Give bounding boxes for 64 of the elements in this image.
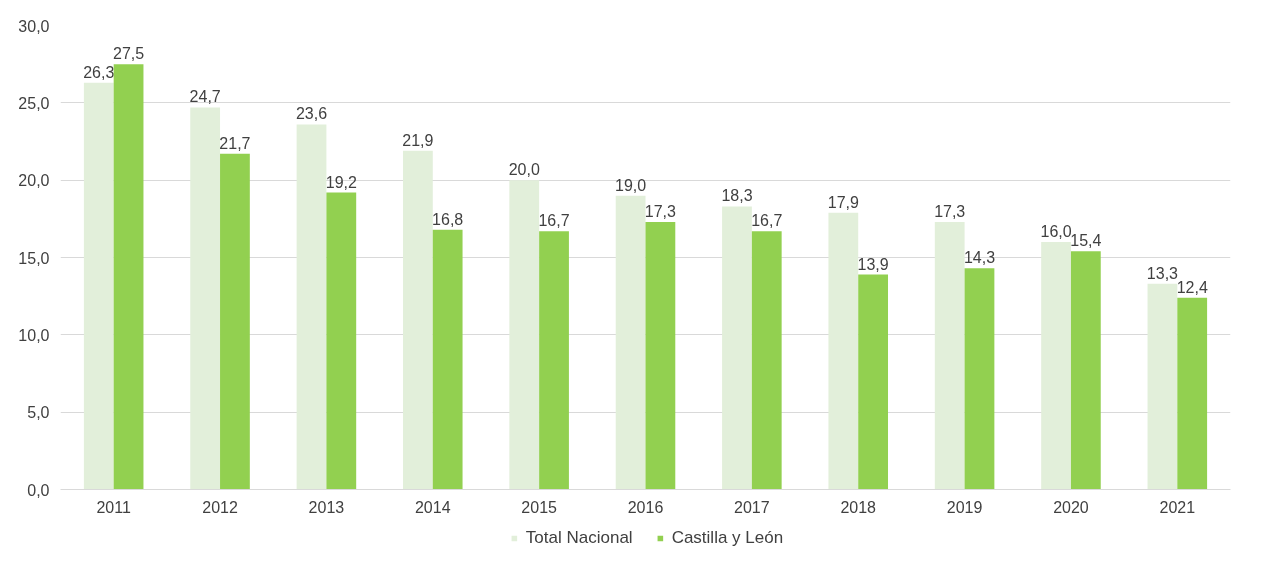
legend-label: Castilla y León [671, 527, 784, 548]
y-tick-label: 0,0 [27, 481, 50, 499]
bar [113, 64, 144, 490]
y-tick-label: 10,0 [18, 326, 50, 344]
data-label: 12,4 [1176, 278, 1208, 296]
bar [1177, 297, 1208, 490]
x-tick-label: 2018 [840, 498, 877, 516]
bar [539, 231, 569, 490]
data-label: 17,3 [644, 202, 677, 220]
data-label: 16,7 [538, 212, 570, 230]
bar [509, 180, 540, 490]
bar [190, 107, 221, 490]
data-label: 16,7 [751, 212, 783, 230]
data-label: 16,8 [432, 210, 464, 228]
bar [1041, 242, 1071, 490]
bar [220, 153, 250, 490]
bar [1070, 251, 1101, 490]
bar [858, 274, 889, 490]
bar [645, 221, 676, 490]
bar [432, 229, 463, 490]
x-tick-label: 2015 [521, 498, 558, 516]
bar [1147, 283, 1178, 490]
data-label: 20,0 [508, 161, 540, 179]
data-label: 15,4 [1070, 232, 1102, 250]
data-label: 16,0 [1040, 223, 1072, 241]
data-label: 21,7 [219, 134, 251, 152]
x-tick-label: 2019 [946, 498, 983, 516]
x-tick-label: 2011 [96, 498, 131, 516]
y-tick-label: 15,0 [18, 249, 50, 267]
data-label: 18,3 [721, 187, 753, 205]
data-label: 17,9 [827, 193, 860, 211]
bar [83, 82, 114, 490]
y-tick-label: 5,0 [27, 404, 50, 422]
data-label: 19,0 [615, 176, 647, 194]
bar [722, 206, 752, 490]
data-label: 23,6 [295, 105, 328, 123]
bar [402, 150, 433, 490]
data-label: 26,3 [83, 63, 115, 81]
data-label: 27,5 [113, 45, 145, 63]
data-label: 24,7 [189, 88, 221, 106]
x-tick-label: 2017 [734, 498, 770, 516]
bar [615, 195, 646, 490]
x-tick-label: 2021 [1159, 498, 1196, 516]
data-label: 13,3 [1146, 264, 1179, 282]
data-label: 19,2 [325, 173, 357, 191]
data-label: 21,9 [402, 131, 434, 149]
x-tick-label: 2020 [1053, 498, 1089, 516]
data-label: 13,9 [857, 255, 889, 273]
data-label: 14,3 [963, 249, 996, 267]
x-tick-label: 2014 [414, 498, 451, 516]
bar [751, 231, 782, 490]
bar [296, 124, 327, 490]
data-label: 17,3 [934, 202, 966, 220]
legend-label: Total Nacional [525, 527, 633, 548]
bar [934, 221, 965, 490]
y-tick-label: 25,0 [18, 94, 50, 112]
y-tick-label: 30,0 [18, 17, 50, 35]
x-tick-label: 2016 [627, 498, 664, 516]
bar [326, 192, 357, 490]
bar [828, 212, 859, 490]
bar [964, 268, 995, 490]
x-tick-label: 2012 [202, 498, 238, 516]
x-tick-label: 2013 [308, 498, 345, 516]
y-tick-label: 20,0 [18, 172, 50, 190]
